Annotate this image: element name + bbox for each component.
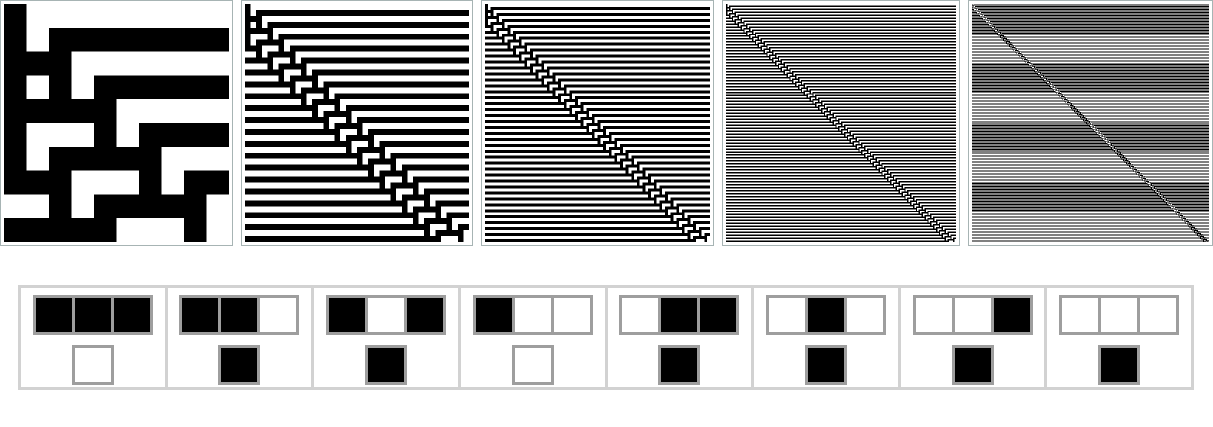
rule-transition-010[interactable]: [754, 288, 901, 387]
neighborhood-cell-2-on: [993, 297, 1030, 332]
rule-transition-000[interactable]: [1047, 288, 1191, 387]
neighborhood-cell-0-off: [768, 297, 805, 332]
neighborhood-cell-1-off: [954, 297, 991, 332]
neighborhood-cell-1-on: [807, 297, 844, 332]
rule-neighborhood: [765, 294, 886, 335]
rule-neighborhood: [1059, 294, 1180, 335]
rule-transition-110[interactable]: [168, 288, 315, 387]
rule-output: [1098, 344, 1141, 385]
output-cell-on: [368, 347, 405, 382]
evolution-panel-10[interactable]: [0, 0, 233, 246]
neighborhood-cell-0-on: [35, 297, 72, 332]
evolution-canvas-40: [244, 4, 470, 242]
neighborhood-cell-1-on: [221, 297, 258, 332]
rule-transition-001[interactable]: [901, 288, 1048, 387]
output-cell-off: [514, 347, 551, 382]
rule-output: [365, 344, 408, 385]
rule-neighborhood: [619, 294, 740, 335]
evolution-panel-320[interactable]: [967, 0, 1213, 246]
neighborhood-cell-0-on: [475, 297, 512, 332]
neighborhood-cell-1-off: [1101, 297, 1138, 332]
evolution-canvas-80: [485, 4, 711, 242]
rule-output: [658, 344, 701, 385]
neighborhood-cell-1-on: [74, 297, 111, 332]
rule-neighborhood: [179, 294, 300, 335]
evolution-panel-80[interactable]: [481, 0, 715, 246]
neighborhood-cell-2-off: [553, 297, 590, 332]
output-cell-on: [1101, 347, 1138, 382]
neighborhood-cell-1-on: [661, 297, 698, 332]
output-cell-on: [807, 347, 844, 382]
evolution-panel-40[interactable]: [240, 0, 474, 246]
evolution-panel-160[interactable]: [722, 0, 960, 246]
rule-transition-100[interactable]: [461, 288, 608, 387]
neighborhood-cell-2-on: [113, 297, 150, 332]
output-cell-off: [74, 347, 111, 382]
rule-output: [71, 344, 114, 385]
evolution-canvas-10: [4, 4, 229, 242]
output-cell-on: [221, 347, 258, 382]
rule-definition-strip: [18, 285, 1194, 390]
rule-transition-011[interactable]: [608, 288, 755, 387]
neighborhood-cell-0-off: [1062, 297, 1099, 332]
rule-neighborhood: [326, 294, 447, 335]
neighborhood-cell-0-on: [182, 297, 219, 332]
neighborhood-cell-2-off: [1140, 297, 1177, 332]
neighborhood-cell-0-on: [329, 297, 366, 332]
evolution-canvas-160: [726, 4, 956, 242]
neighborhood-cell-1-off: [514, 297, 551, 332]
evolution-canvas-320: [971, 4, 1210, 242]
rule-transition-101[interactable]: [314, 288, 461, 387]
rule-transition-111[interactable]: [21, 288, 168, 387]
evolution-panel-row: [0, 0, 1213, 246]
neighborhood-cell-2-off: [260, 297, 297, 332]
rule-output: [511, 344, 554, 385]
rule-neighborhood: [472, 294, 593, 335]
neighborhood-cell-2-off: [846, 297, 883, 332]
neighborhood-cell-1-off: [368, 297, 405, 332]
neighborhood-cell-0-off: [622, 297, 659, 332]
neighborhood-cell-2-on: [407, 297, 444, 332]
rule-output: [804, 344, 847, 385]
rule-output: [218, 344, 261, 385]
neighborhood-cell-0-off: [915, 297, 952, 332]
rule-neighborhood: [912, 294, 1033, 335]
output-cell-on: [661, 347, 698, 382]
neighborhood-cell-2-on: [700, 297, 737, 332]
rule-output: [951, 344, 994, 385]
rule-neighborhood: [32, 294, 153, 335]
output-cell-on: [954, 347, 991, 382]
